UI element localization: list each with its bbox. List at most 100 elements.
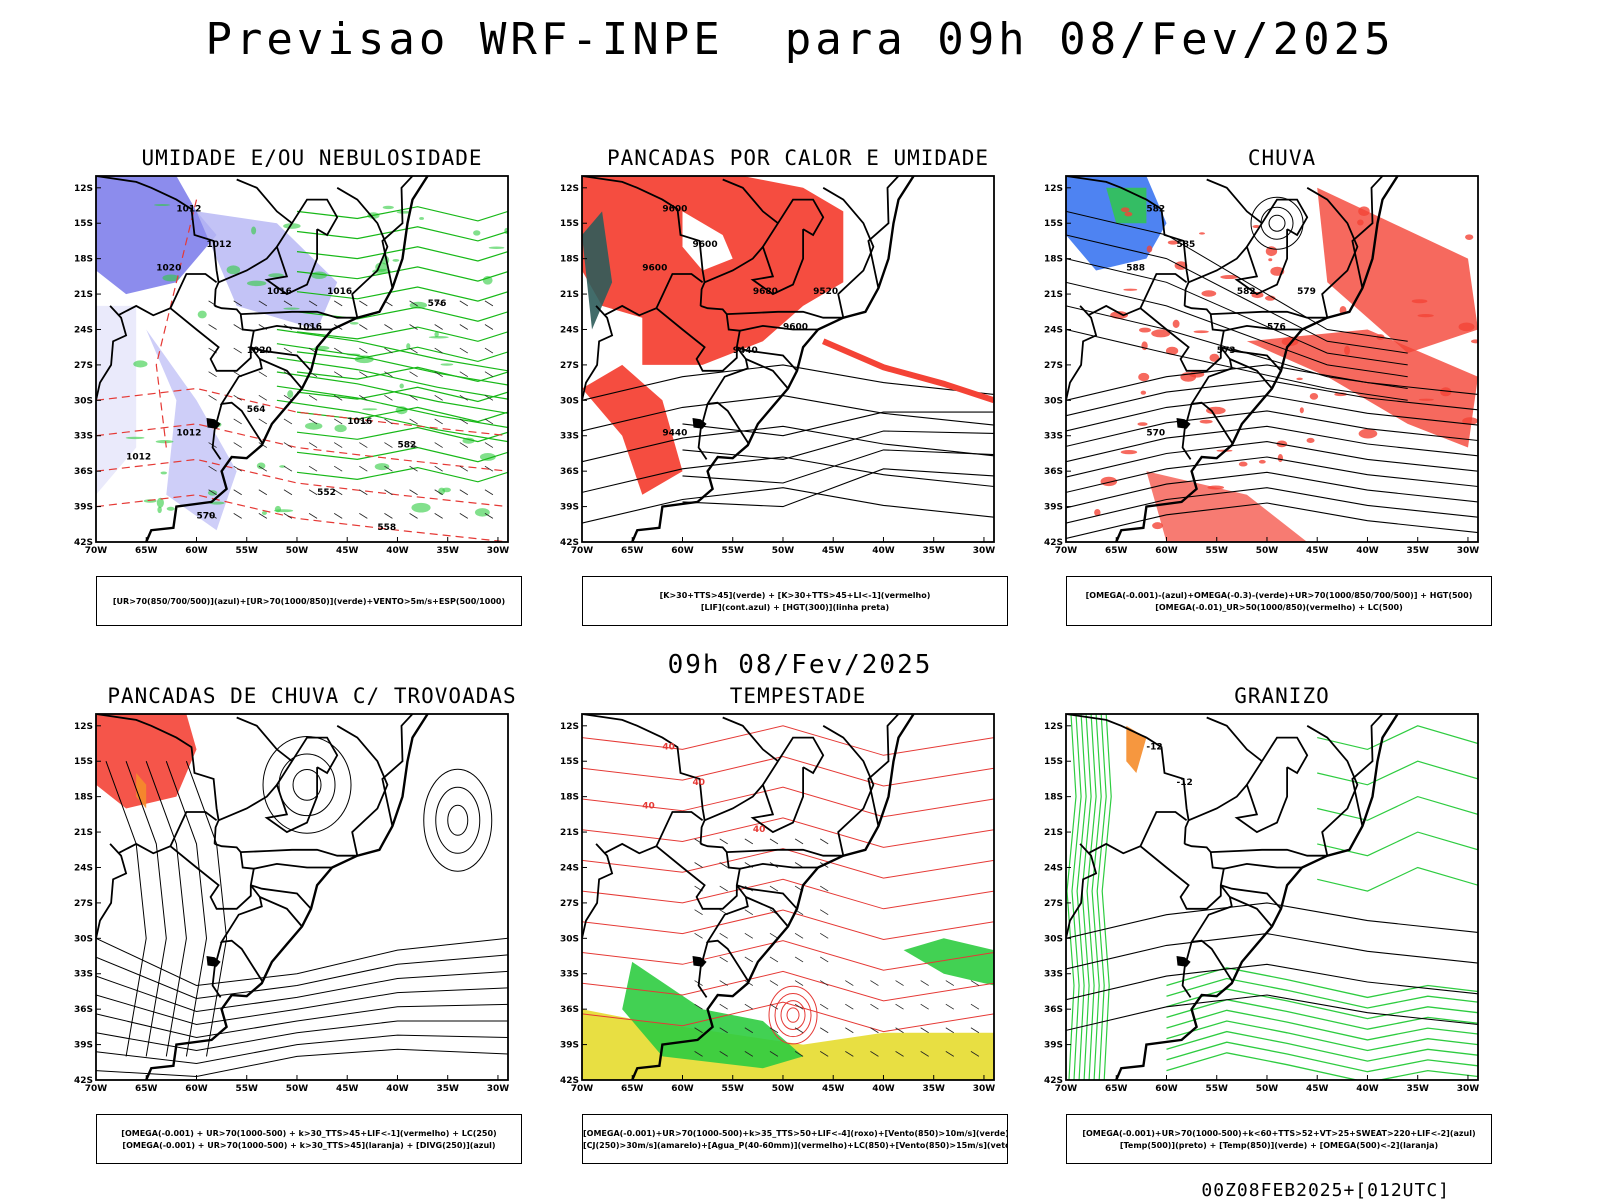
border [705, 884, 750, 983]
lat-tick-label: 12S [1044, 184, 1063, 194]
lon-tick-label: 55W [1206, 546, 1229, 556]
legend-line: [K>30+TTS>45](verde) + [K>30+TTS>45+LI<-… [659, 590, 931, 600]
contour-label: 552 [317, 488, 336, 498]
lat-tick-label: 27S [1044, 361, 1063, 371]
contour-label: 1016 [327, 287, 352, 297]
lat-tick-label: 15S [1044, 757, 1063, 767]
legend-line: [CJ(250)>30m/s](amarelo)+[Agua_P(40-60mm… [583, 1140, 1007, 1150]
border [750, 198, 825, 296]
run-timestamp: 00Z08FEB2025+[012UTC] [1201, 1180, 1450, 1201]
panel-legend: [OMEGA(-0.001) + UR>70(1000-500) + k>30_… [96, 1114, 522, 1164]
contour-label: 585 [1177, 240, 1196, 250]
border [722, 178, 779, 224]
border [1139, 273, 1188, 309]
contour-label: 579 [1297, 287, 1316, 297]
weather-map: -12 -12 12S 15S 18S 21S 24S 27S 30S 33S 36S 39S 42S7… [1044, 713, 1479, 1094]
lat-tick-label: 42S [560, 1076, 579, 1086]
legend-line: [LIF](cont.azul) + [HGT(300)](linha pret… [700, 602, 890, 612]
lat-tick-label: 27S [560, 361, 579, 371]
lat-tick-label: 36S [560, 1005, 579, 1015]
lon-tick-label: 35W [922, 1084, 945, 1094]
border [1220, 346, 1282, 372]
lat-tick-label: 42S [74, 1076, 93, 1086]
border [1210, 310, 1328, 319]
lat-tick-label: 21S [1044, 828, 1063, 838]
lon-tick-label: 35W [1406, 1084, 1429, 1094]
contour-label: 558 [377, 523, 396, 533]
main-title: Previsao WRF-INPE para 09h 08/Fev/2025 [205, 14, 1395, 65]
lon-tick-label: 50W [1256, 546, 1279, 556]
border [211, 941, 223, 998]
border [1210, 848, 1328, 857]
lon-tick-label: 65W [135, 546, 158, 556]
border [381, 176, 414, 289]
lat-tick-label: 15S [74, 757, 93, 767]
shaded-field [1246, 329, 1478, 448]
border [169, 811, 218, 847]
contour-label: 573 [1217, 346, 1236, 356]
lat-tick-label: 36S [74, 467, 93, 477]
border [745, 896, 789, 928]
lat-tick-label: 18S [560, 793, 579, 803]
border [603, 304, 657, 317]
lon-tick-label: 60W [1155, 1084, 1178, 1094]
lon-tick-label: 40W [386, 546, 409, 556]
border [381, 714, 414, 827]
panel-title: TEMPESTADE [729, 684, 867, 708]
lon-tick-label: 40W [386, 1084, 409, 1094]
lat-tick-label: 18S [74, 793, 93, 803]
border [219, 346, 264, 445]
border [218, 246, 278, 284]
border [867, 176, 900, 289]
panel-pancadas-calor: PANCADAS POR CALOR E UMIDADE [K>30+TTS>4… [550, 146, 1046, 646]
panel-legend: [OMEGA(-0.001)+UR>70(1000-500)+k>35_TTS>… [582, 1114, 1008, 1164]
border [336, 187, 389, 318]
border [1206, 716, 1263, 762]
contour-label: 9680 [753, 287, 778, 297]
border [240, 310, 358, 319]
lon-tick-label: 60W [671, 546, 694, 556]
border [1220, 884, 1282, 910]
border [739, 862, 819, 870]
border [582, 305, 614, 401]
lat-tick-label: 30S [1044, 934, 1063, 944]
lon-tick-label: 40W [1356, 1084, 1379, 1094]
lat-tick-label: 39S [74, 503, 93, 513]
lat-tick-label: 18S [560, 255, 579, 265]
border [1206, 178, 1263, 224]
border [822, 725, 875, 856]
border [1087, 842, 1141, 855]
contour-label: 9600 [662, 204, 687, 214]
lat-tick-label: 15S [560, 757, 579, 767]
border [169, 843, 255, 910]
lon-tick-label: 50W [286, 546, 309, 556]
legend-line: [OMEGA(-0.001)+UR>70(1000-500)+k<60+TTS>… [1082, 1128, 1476, 1138]
lat-tick-label: 39S [1044, 1041, 1063, 1051]
lat-tick-label: 18S [1044, 255, 1063, 265]
lat-tick-label: 18S [1044, 793, 1063, 803]
lon-tick-label: 65W [1105, 1084, 1128, 1094]
legend-line: [Temp(500)](preto) + [Temp(850)](verde) … [1119, 1140, 1439, 1150]
border [697, 941, 709, 998]
lon-tick-label: 30W [487, 1084, 510, 1094]
lon-tick-label: 70W [571, 546, 594, 556]
map-frame [1065, 713, 1479, 1081]
weather-map: 582 585 588 582 576 579 573 570 12S 15S 18S 21S 24S 2… [1044, 175, 1480, 556]
lat-tick-label: 15S [560, 219, 579, 229]
shaded-field [582, 211, 613, 330]
lon-tick-label: 35W [436, 546, 459, 556]
contour-label: 9440 [662, 429, 687, 439]
border [96, 843, 128, 939]
lat-tick-label: 36S [560, 467, 579, 477]
contour-label: 570 [1146, 429, 1165, 439]
border [1066, 714, 1190, 844]
lon-tick-label: 65W [621, 1084, 644, 1094]
weather-map: 40 40 40 40 12S 15S 18S 21S 24S 27S 30S 33S 36S 39S 42… [560, 713, 995, 1094]
weather-map: 9600 9600 9600 9680 9600 9520 9440 9440 12S 15S 18… [560, 175, 995, 556]
border [1139, 811, 1188, 847]
lon-tick-label: 45W [336, 546, 359, 556]
border [211, 403, 223, 460]
lon-tick-label: 30W [1457, 546, 1480, 556]
lon-tick-label: 35W [1406, 546, 1429, 556]
lon-tick-label: 45W [822, 1084, 845, 1094]
